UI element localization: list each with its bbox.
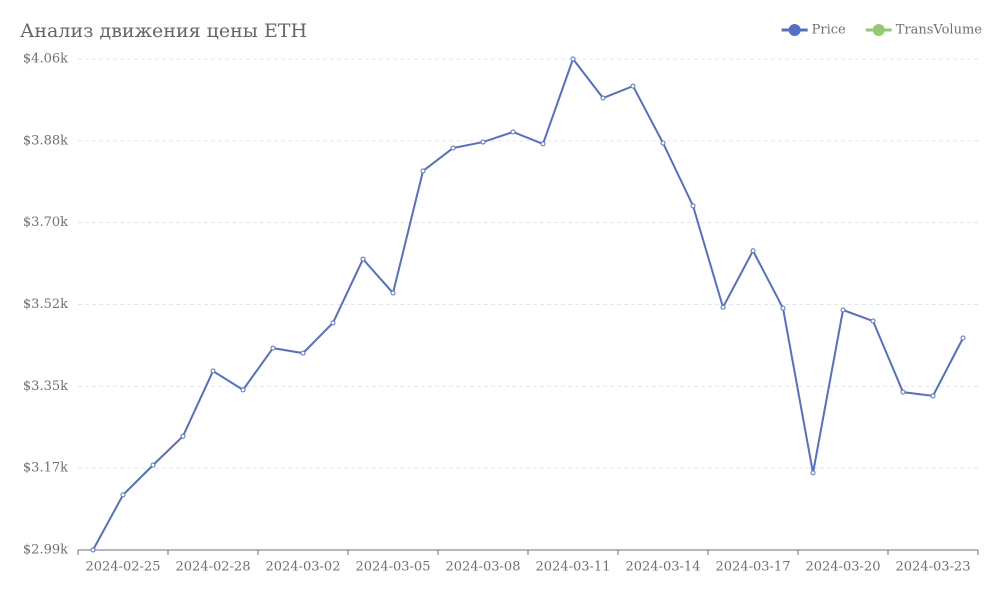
point <box>690 203 696 209</box>
x-tick-label: 2024-02-25 <box>86 560 161 575</box>
point <box>720 304 726 310</box>
point <box>270 345 276 351</box>
point <box>210 368 216 374</box>
point <box>930 393 936 399</box>
x-tick-label: 2024-03-23 <box>896 560 971 575</box>
point <box>120 492 126 498</box>
line <box>92 56 964 551</box>
y-tick-label: $4.06k <box>23 52 68 67</box>
point <box>90 547 96 553</box>
point <box>840 307 846 313</box>
y-tick-label: $3.17k <box>23 461 68 476</box>
y-tick-label: $3.88k <box>23 133 68 148</box>
point <box>390 290 396 296</box>
point <box>420 168 426 174</box>
y-tick-label: $2.99k <box>23 543 68 558</box>
point <box>240 387 246 393</box>
point <box>630 83 636 89</box>
point <box>330 320 336 326</box>
point <box>810 470 816 476</box>
y-tick-label: $3.70k <box>23 215 68 230</box>
x-tick-label: 2024-03-17 <box>716 560 791 575</box>
point <box>180 433 186 439</box>
point <box>450 145 456 151</box>
point <box>510 129 516 135</box>
point <box>150 462 156 468</box>
x-tick-label: 2024-03-02 <box>266 560 341 575</box>
chart-title: Анализ движения цены ETH <box>20 20 307 42</box>
point <box>480 139 486 145</box>
point <box>600 95 606 101</box>
point <box>870 318 876 324</box>
legend-dot <box>788 24 801 36</box>
x-tick-label: 2024-03-20 <box>806 560 881 575</box>
x-tick-label: 2024-03-11 <box>536 560 611 575</box>
x-tick-label: 2024-03-14 <box>626 560 701 575</box>
x-tick-label: 2024-02-28 <box>176 560 251 575</box>
y-tick-label: $3.35k <box>23 379 68 394</box>
x-tick-label: 2024-03-05 <box>356 560 431 575</box>
legend-item: TransVolume <box>865 23 983 38</box>
point <box>540 141 546 147</box>
point <box>360 256 366 262</box>
legend-label: TransVolume <box>896 23 983 38</box>
point <box>570 56 576 62</box>
point <box>300 350 306 356</box>
x-tick-label: 2024-03-08 <box>446 560 521 575</box>
legend-item: Price <box>781 23 846 38</box>
point <box>960 335 966 341</box>
legend-dot <box>872 24 885 36</box>
point <box>660 140 666 146</box>
y-tick-label: $3.52k <box>23 297 68 312</box>
point <box>750 248 756 254</box>
point <box>900 389 906 395</box>
legend-label: Price <box>812 23 846 38</box>
point <box>780 305 786 311</box>
